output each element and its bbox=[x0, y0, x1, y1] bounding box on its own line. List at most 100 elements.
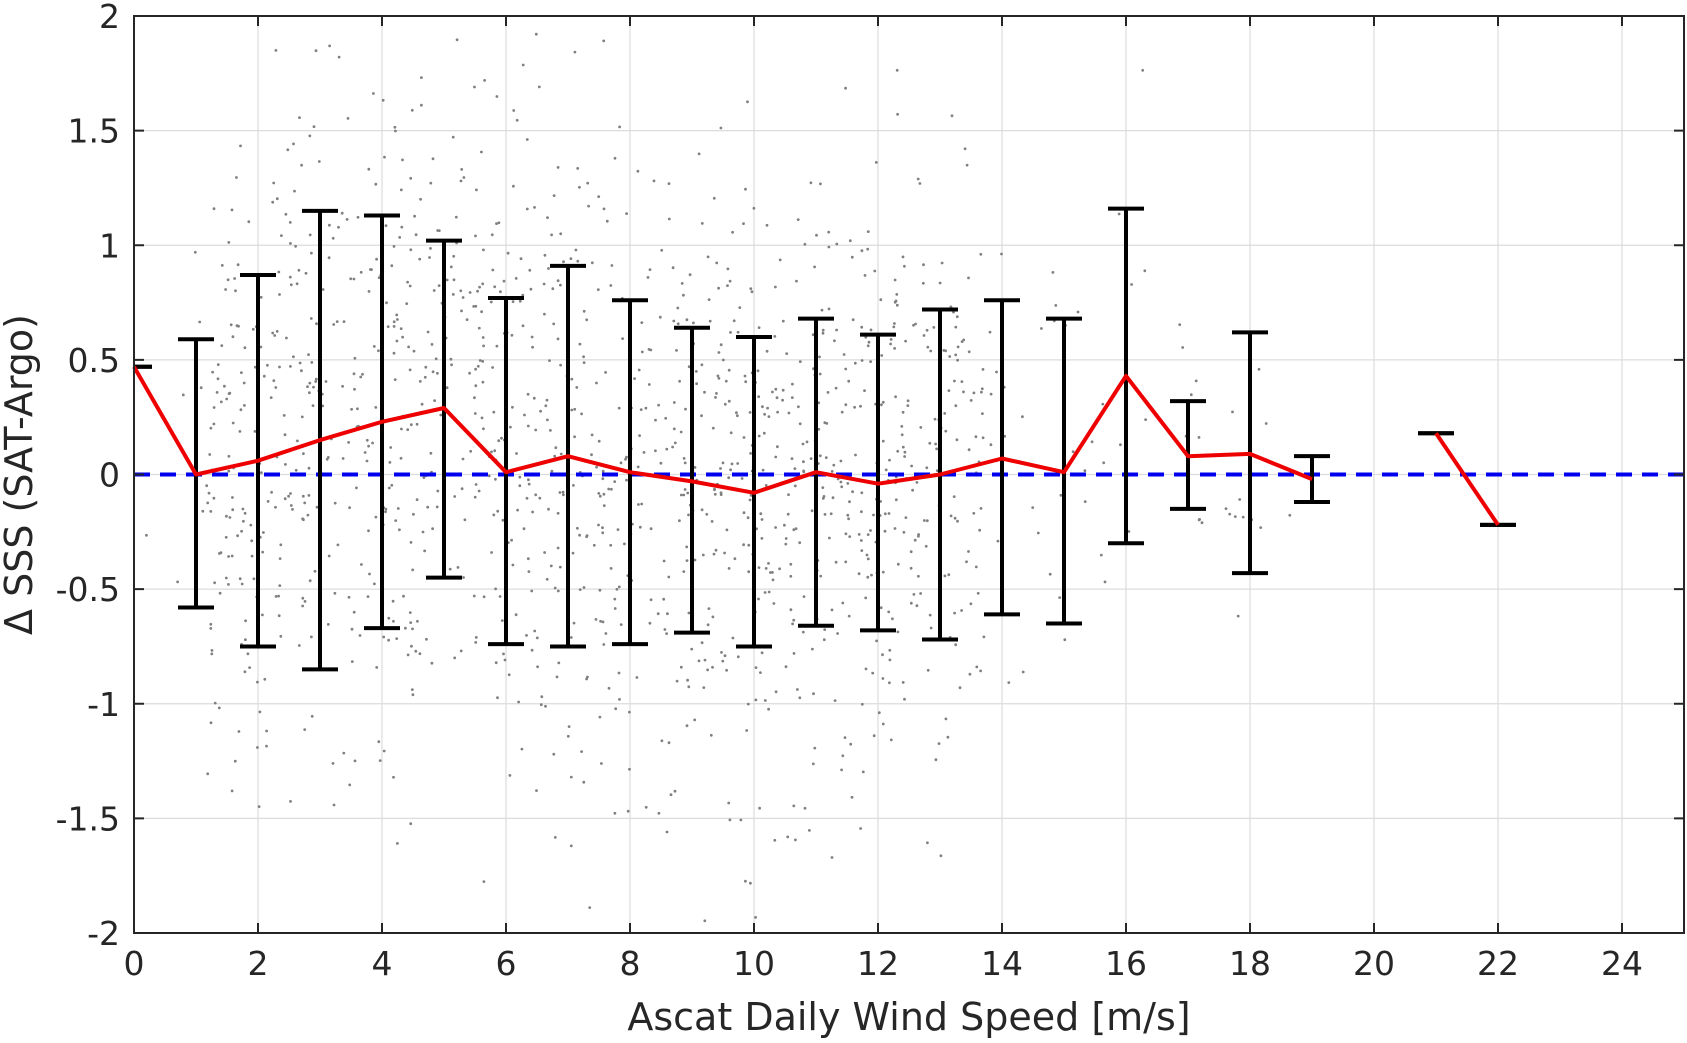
scatter-point bbox=[821, 328, 825, 332]
scatter-point bbox=[289, 365, 292, 368]
scatter-point bbox=[365, 438, 369, 442]
scatter-point bbox=[244, 619, 248, 623]
scatter-point bbox=[296, 439, 299, 443]
scatter-point bbox=[385, 301, 388, 305]
scatter-point bbox=[723, 402, 727, 406]
scatter-point bbox=[607, 686, 611, 690]
scatter-point bbox=[754, 698, 758, 702]
scatter-point bbox=[776, 410, 779, 414]
scatter-point bbox=[582, 780, 586, 784]
scatter-point bbox=[209, 627, 213, 630]
scatter-point bbox=[729, 431, 733, 435]
scatter-point bbox=[772, 602, 776, 605]
scatter-point bbox=[347, 595, 351, 599]
scatter-point bbox=[420, 402, 424, 406]
scatter-point bbox=[673, 441, 677, 445]
scatter-point bbox=[546, 216, 549, 220]
scatter-point bbox=[550, 233, 553, 237]
scatter-point bbox=[854, 453, 857, 457]
scatter-point bbox=[556, 589, 560, 593]
scatter-point bbox=[818, 355, 821, 359]
scatter-point bbox=[865, 553, 869, 557]
x-tick-label: 4 bbox=[372, 944, 393, 983]
scatter-point bbox=[774, 285, 777, 289]
scatter-point bbox=[748, 498, 752, 502]
scatter-point bbox=[289, 800, 292, 803]
scatter-point bbox=[1238, 498, 1242, 501]
scatter-point bbox=[303, 501, 307, 505]
scatter-point bbox=[358, 634, 362, 637]
scatter-point bbox=[925, 328, 929, 332]
scatter-point bbox=[492, 513, 496, 517]
scatter-point bbox=[408, 611, 412, 614]
scatter-point bbox=[360, 563, 363, 566]
scatter-point bbox=[601, 526, 604, 530]
scatter-point bbox=[664, 416, 668, 420]
scatter-point bbox=[623, 542, 626, 546]
scatter-point bbox=[860, 549, 864, 552]
scatter-point bbox=[797, 405, 800, 409]
scatter-point bbox=[227, 555, 231, 558]
scatter-point bbox=[843, 736, 847, 739]
scatter-point bbox=[894, 498, 898, 502]
scatter-point bbox=[314, 380, 318, 383]
scatter-point bbox=[274, 49, 278, 52]
scatter-point bbox=[910, 464, 913, 468]
scatter-point bbox=[243, 511, 247, 515]
scatter-point bbox=[544, 704, 547, 708]
scatter-point bbox=[216, 377, 220, 381]
scatter-point bbox=[518, 299, 522, 303]
scatter-point bbox=[453, 656, 457, 660]
scatter-point bbox=[402, 594, 405, 598]
scatter-point bbox=[648, 621, 652, 625]
scatter-point bbox=[437, 284, 441, 287]
scatter-point bbox=[1288, 513, 1292, 517]
scatter-point bbox=[801, 630, 805, 634]
scatter-point bbox=[618, 698, 621, 701]
scatter-point bbox=[1099, 553, 1103, 557]
scatter-point bbox=[965, 163, 969, 167]
scatter-point bbox=[359, 375, 363, 379]
scatter-point bbox=[981, 412, 984, 415]
scatter-point bbox=[426, 330, 430, 334]
scatter-point bbox=[723, 654, 727, 658]
scatter-point bbox=[697, 152, 701, 156]
scatter-point bbox=[967, 276, 970, 280]
scatter-point bbox=[352, 277, 356, 281]
scatter-point bbox=[944, 349, 947, 353]
scatter-point bbox=[703, 658, 707, 662]
scatter-point bbox=[619, 461, 623, 465]
scatter-point bbox=[308, 381, 312, 385]
scatter-point bbox=[552, 752, 556, 756]
scatter-point bbox=[656, 612, 660, 616]
scatter-point bbox=[602, 504, 606, 507]
scatter-point bbox=[673, 789, 677, 793]
scatter-point bbox=[955, 315, 959, 319]
y-tick-label: -2 bbox=[87, 914, 120, 953]
scatter-point bbox=[580, 412, 583, 416]
scatter-point bbox=[883, 529, 887, 533]
scatter-point bbox=[926, 668, 930, 672]
scatter-point bbox=[727, 368, 731, 372]
scatter-point bbox=[778, 258, 782, 262]
scatter-point bbox=[532, 396, 536, 400]
scatter-point bbox=[512, 109, 516, 112]
scatter-point bbox=[844, 560, 848, 564]
scatter-point bbox=[952, 495, 956, 498]
scatter-point bbox=[436, 489, 440, 493]
scatter-point bbox=[932, 326, 936, 329]
scatter-point bbox=[793, 484, 797, 488]
scatter-point bbox=[801, 442, 805, 446]
scatter-point bbox=[244, 638, 247, 642]
scatter-point bbox=[657, 811, 661, 815]
scatter-point bbox=[391, 599, 395, 603]
scatter-point bbox=[792, 804, 796, 808]
scatter-point bbox=[835, 242, 839, 246]
scatter-point bbox=[602, 39, 606, 43]
scatter-point bbox=[1197, 436, 1201, 439]
scatter-point bbox=[573, 50, 577, 54]
scatter-point bbox=[303, 728, 307, 731]
scatter-point bbox=[721, 461, 725, 465]
scatter-point bbox=[901, 445, 905, 449]
scatter-point bbox=[901, 681, 905, 684]
